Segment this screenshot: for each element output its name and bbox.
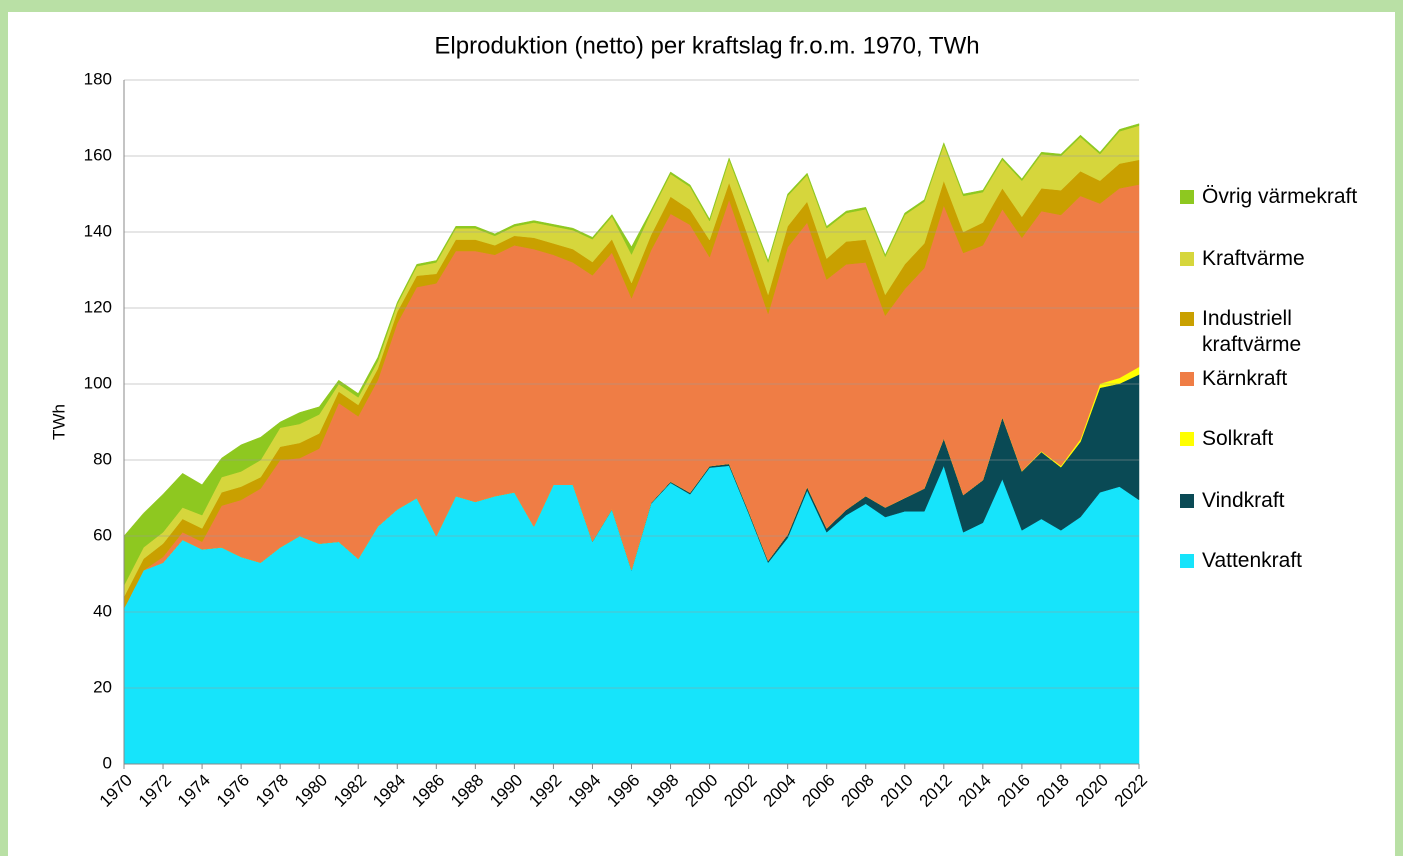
x-tick-label: 2000 bbox=[681, 771, 721, 811]
x-tick-label: 2014 bbox=[955, 771, 995, 811]
x-tick-label: 1976 bbox=[213, 771, 253, 811]
y-tick-label: 20 bbox=[93, 677, 112, 696]
x-tick-label: 1978 bbox=[252, 771, 292, 811]
chart-title: Elproduktion (netto) per kraftslag fr.o.… bbox=[434, 32, 979, 59]
x-tick-label: 1970 bbox=[96, 771, 136, 811]
y-tick-label: 180 bbox=[84, 69, 112, 88]
x-tick-label: 1998 bbox=[642, 771, 682, 811]
legend-swatch bbox=[1180, 554, 1194, 568]
legend-label: Solkraft bbox=[1202, 427, 1274, 450]
legend-swatch bbox=[1180, 190, 1194, 204]
x-tick-label: 2010 bbox=[877, 771, 917, 811]
legend-item: Vattenkraft bbox=[1180, 548, 1400, 574]
x-tick-label: 2020 bbox=[1072, 771, 1112, 811]
x-tick-label: 1990 bbox=[486, 771, 526, 811]
x-tick-label: 1974 bbox=[174, 771, 214, 811]
x-tick-label: 1994 bbox=[564, 771, 604, 811]
legend-label: Vindkraft bbox=[1202, 489, 1285, 512]
legend-item: Solkraft bbox=[1180, 426, 1400, 452]
y-tick-label: 140 bbox=[84, 221, 112, 240]
legend-label: Kärnkraft bbox=[1202, 367, 1288, 390]
y-tick-label: 80 bbox=[93, 449, 112, 468]
x-tick-label: 2012 bbox=[916, 771, 956, 811]
legend-item: Kärnkraft bbox=[1180, 366, 1400, 392]
legend-item: Kraftvärme bbox=[1180, 246, 1400, 272]
y-tick-label: 40 bbox=[93, 601, 112, 620]
legend-item: Övrig värmekraft bbox=[1180, 184, 1400, 210]
x-tick-label: 1980 bbox=[291, 771, 331, 811]
x-tick-label: 1982 bbox=[330, 771, 370, 811]
x-tick-label: 2006 bbox=[799, 771, 839, 811]
legend-label: Industriell kraftvärme bbox=[1202, 307, 1302, 356]
legend-swatch bbox=[1180, 252, 1194, 266]
area bbox=[123, 123, 1140, 586]
x-tick-label: 1988 bbox=[447, 771, 487, 811]
y-tick-label: 0 bbox=[103, 753, 112, 772]
legend-item: Industriell kraftvärme bbox=[1180, 306, 1400, 358]
legend-label: Vattenkraft bbox=[1202, 549, 1302, 572]
x-tick-label: 2018 bbox=[1033, 771, 1073, 811]
legend-swatch bbox=[1180, 494, 1194, 508]
x-tick-label: 2004 bbox=[759, 771, 799, 811]
y-tick-label: 160 bbox=[84, 145, 112, 164]
x-tick-label: 2022 bbox=[1111, 771, 1151, 811]
x-tick-label: 2008 bbox=[838, 771, 878, 811]
x-tick-label: 1984 bbox=[369, 771, 409, 811]
y-axis-label: TWh bbox=[49, 404, 68, 440]
legend-swatch bbox=[1180, 372, 1194, 386]
y-tick-label: 60 bbox=[93, 525, 112, 544]
x-tick-label: 1986 bbox=[408, 771, 448, 811]
legend-label: Övrig värmekraft bbox=[1202, 185, 1358, 208]
legend-item: Vindkraft bbox=[1180, 488, 1400, 514]
chart-frame: Elproduktion (netto) per kraftslag fr.o.… bbox=[8, 12, 1395, 856]
x-tick-label: 2016 bbox=[994, 771, 1034, 811]
legend-label: Kraftvärme bbox=[1202, 247, 1305, 270]
y-tick-label: 120 bbox=[84, 297, 112, 316]
x-tick-label: 1992 bbox=[525, 771, 565, 811]
x-tick-label: 1996 bbox=[603, 771, 643, 811]
x-tick-label: 2002 bbox=[720, 771, 760, 811]
legend-swatch bbox=[1180, 312, 1194, 326]
y-tick-label: 100 bbox=[84, 373, 112, 392]
legend-swatch bbox=[1180, 432, 1194, 446]
x-tick-label: 1972 bbox=[135, 771, 175, 811]
chart: Elproduktion (netto) per kraftslag fr.o.… bbox=[49, 32, 1151, 811]
